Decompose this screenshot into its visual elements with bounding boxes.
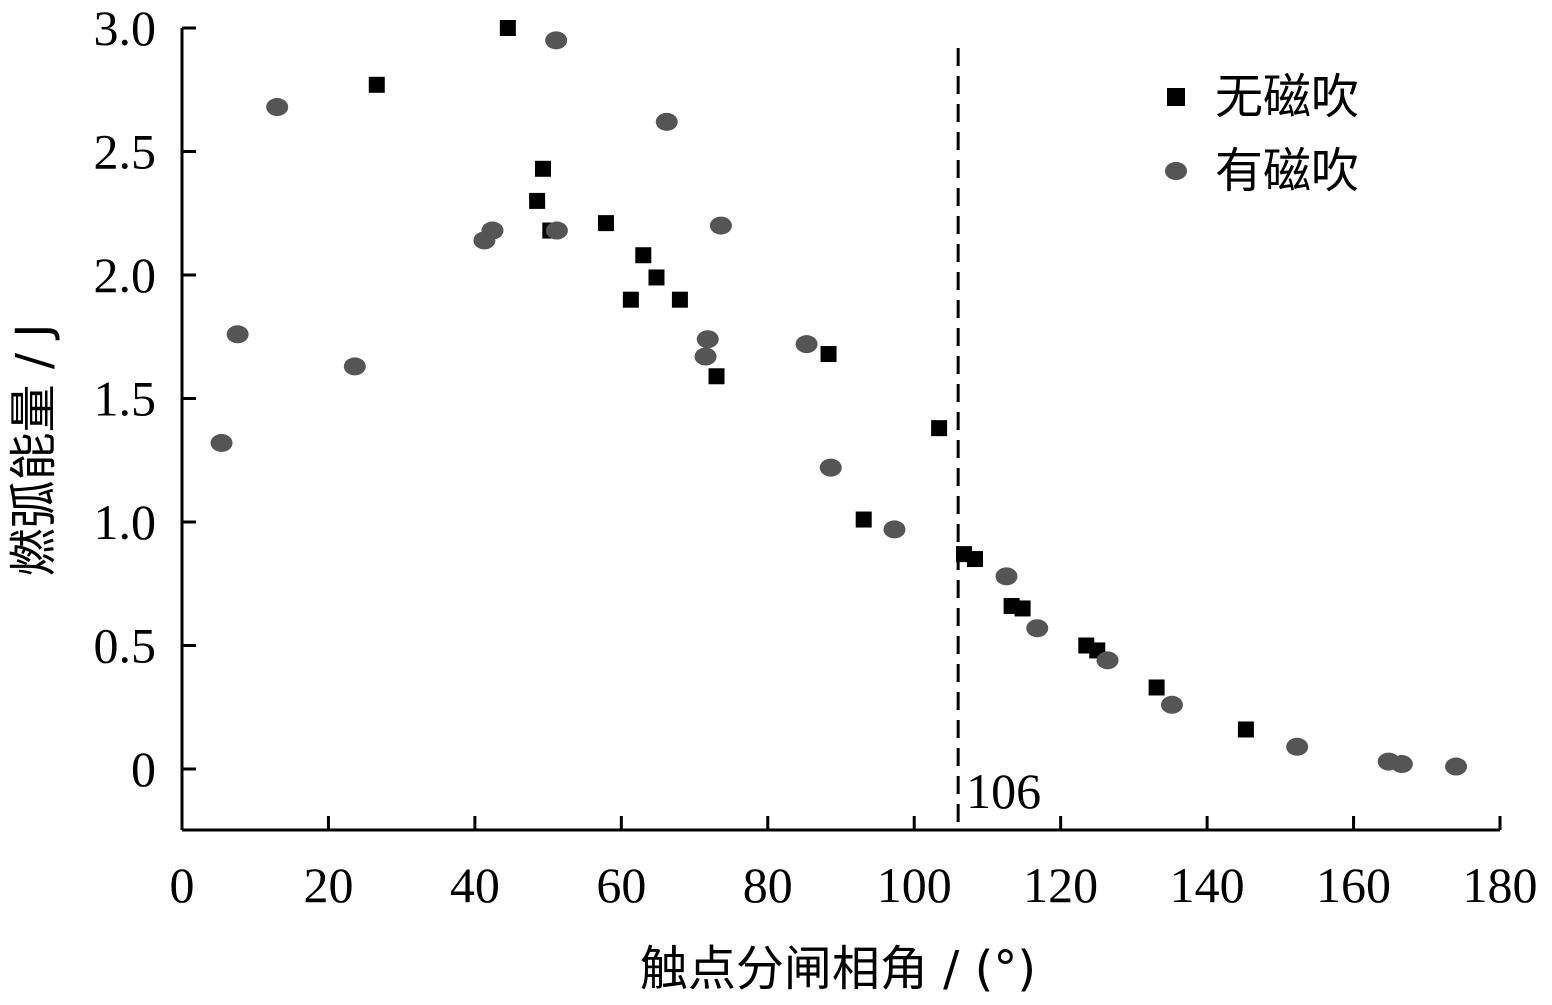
- data-point-square: [622, 291, 639, 308]
- data-point-square: [671, 291, 688, 308]
- data-point-circle: [545, 31, 568, 50]
- x-tick-label: 0: [170, 857, 195, 913]
- y-tick-label: 0: [131, 741, 156, 797]
- reference-line-group: 106: [956, 48, 1041, 830]
- data-point-circle: [883, 520, 906, 539]
- data-point-square: [1237, 721, 1254, 738]
- x-ticks: 0 20 40 60 80 100 120 140 160 180: [170, 816, 1538, 913]
- data-point-circle: [1445, 757, 1468, 776]
- y-ticks: 0 0.5 1.0 1.5 2.0 2.5 3.0: [94, 0, 196, 797]
- x-tick-label: 80: [743, 857, 793, 913]
- data-point-square: [368, 76, 385, 93]
- data-point-square: [499, 20, 516, 36]
- data-point-square: [708, 368, 725, 385]
- y-tick-label: 0.5: [94, 618, 157, 674]
- x-tick-label: 180: [1463, 857, 1538, 913]
- data-point-square: [1148, 679, 1165, 696]
- x-tick-label: 160: [1316, 857, 1391, 913]
- data-point-square: [529, 192, 546, 209]
- data-point-circle: [266, 98, 289, 117]
- y-tick-label: 2.0: [94, 247, 157, 303]
- data-point-square: [855, 511, 872, 528]
- data-point-circle: [694, 347, 717, 366]
- legend-label-no-magnetic: 无磁吹: [1215, 69, 1359, 125]
- legend-marker-square: [1167, 88, 1185, 106]
- data-point-square: [931, 420, 948, 437]
- data-point-circle: [1026, 619, 1049, 638]
- data-point-square: [597, 215, 614, 232]
- y-tick-label: 3.0: [94, 0, 157, 56]
- data-point-circle: [696, 330, 719, 349]
- data-point-circle: [545, 221, 568, 240]
- data-point-circle: [795, 335, 818, 354]
- data-point-circle: [1286, 737, 1309, 756]
- legend: 无磁吹 有磁吹: [1165, 69, 1359, 199]
- data-point-circle: [226, 325, 249, 344]
- y-axis-title: 燃弧能量 / J: [6, 324, 62, 577]
- y-tick-label: 2.5: [94, 124, 157, 180]
- x-tick-label: 60: [596, 857, 646, 913]
- data-point-square: [820, 346, 837, 363]
- legend-label-magnetic: 有磁吹: [1215, 143, 1359, 199]
- data-points: [210, 20, 1468, 776]
- data-point-circle: [709, 216, 732, 235]
- legend-marker-circle: [1165, 162, 1187, 180]
- data-point-circle: [481, 221, 504, 240]
- y-tick-label: 1.5: [94, 371, 157, 427]
- x-tick-label: 40: [450, 857, 500, 913]
- data-point-square: [966, 551, 983, 568]
- x-tick-label: 100: [877, 857, 952, 913]
- x-tick-label: 20: [303, 857, 353, 913]
- y-tick-label: 1.0: [94, 494, 157, 550]
- data-point-square: [1014, 600, 1031, 617]
- data-point-square: [648, 269, 665, 286]
- data-point-square: [534, 160, 551, 177]
- data-point-circle: [819, 458, 842, 477]
- data-point-circle: [343, 357, 366, 376]
- data-point-circle: [655, 112, 678, 131]
- data-point-circle: [1390, 755, 1413, 774]
- data-point-circle: [210, 433, 233, 452]
- axes: [180, 28, 1500, 832]
- x-axis-title: 触点分闸相角 / (°): [640, 941, 1036, 997]
- x-tick-label: 140: [1170, 857, 1245, 913]
- x-tick-label: 120: [1023, 857, 1098, 913]
- data-point-circle: [995, 567, 1018, 586]
- data-point-square: [635, 247, 652, 264]
- reference-line-label: 106: [966, 763, 1041, 819]
- data-point-circle: [1096, 651, 1119, 670]
- data-point-circle: [1160, 695, 1183, 714]
